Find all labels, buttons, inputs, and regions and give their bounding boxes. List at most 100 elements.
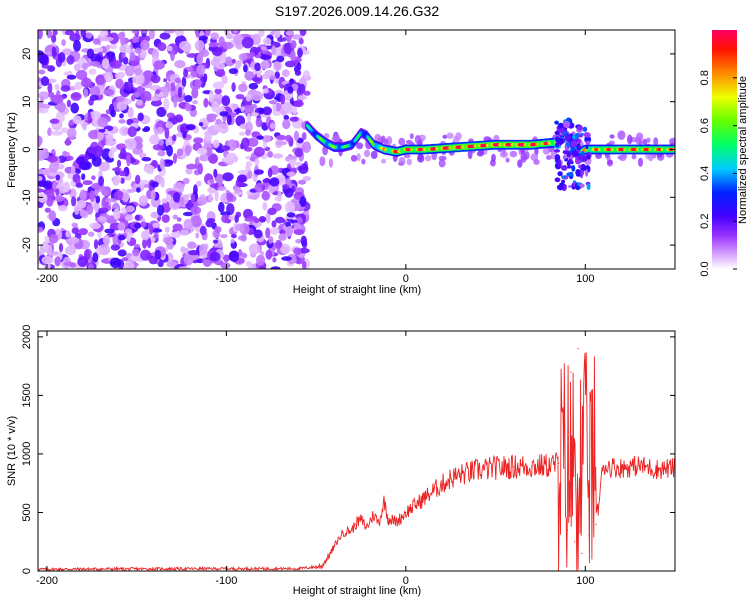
noise-blob	[261, 190, 270, 201]
noise-blob	[152, 144, 165, 151]
ridge-halo-blob	[631, 154, 637, 160]
noise-blob	[179, 40, 191, 51]
noise-blob	[195, 180, 202, 187]
noise-blob	[150, 228, 163, 233]
y-tick-label: 20	[21, 48, 33, 60]
noise-blob	[241, 137, 250, 149]
ridge-halo-blob	[517, 159, 523, 168]
noise-blob	[259, 251, 265, 256]
turbulence-blob	[562, 150, 569, 155]
noise-blob	[254, 62, 261, 72]
noise-blob	[194, 79, 202, 87]
noise-blob	[254, 158, 260, 167]
x-tick-label: -200	[36, 273, 58, 285]
noise-blob	[97, 116, 109, 128]
ridge-halo-blob	[332, 134, 341, 143]
noise-blob	[186, 168, 193, 175]
noise-blob	[163, 30, 176, 34]
noise-blob	[38, 181, 50, 188]
noise-blob	[290, 40, 297, 49]
noise-blob	[230, 238, 235, 244]
noise-blob	[127, 107, 134, 119]
noise-blob	[274, 71, 280, 79]
snr-data-point	[595, 523, 597, 525]
noise-blob	[228, 68, 238, 75]
noise-blob	[214, 88, 222, 95]
noise-blob	[265, 227, 271, 239]
noise-blob	[66, 74, 77, 80]
snr-series-line	[38, 352, 675, 571]
snr-data-point	[383, 500, 385, 502]
noise-blob	[67, 236, 80, 244]
noise-blob	[126, 188, 136, 193]
noise-blob	[226, 114, 232, 126]
noise-blob	[160, 176, 165, 188]
ridge-halo-blob	[542, 147, 551, 155]
noise-blob	[141, 230, 150, 241]
noise-blob	[213, 123, 220, 131]
noise-blob	[284, 60, 296, 68]
noise-blob	[137, 73, 145, 85]
noise-blob	[88, 231, 95, 237]
noise-blob	[253, 217, 260, 224]
noise-blob	[212, 139, 220, 148]
noise-blob	[146, 237, 152, 249]
noise-blob	[64, 30, 75, 36]
noise-blob	[89, 190, 96, 202]
spectrogram-noise-layer	[38, 30, 675, 269]
noise-blob	[173, 192, 181, 203]
noise-blob	[289, 116, 299, 122]
colorbar: 0.0 0.2 0.4 0.6 0.8 Normalized spectral ampl…	[699, 30, 749, 277]
ridge-halo-blob	[533, 159, 540, 165]
noise-blob	[98, 176, 105, 186]
turbulence-blob	[576, 143, 581, 151]
noise-blob	[93, 145, 103, 158]
noise-blob	[71, 227, 80, 235]
noise-blob	[170, 231, 181, 239]
noise-blob	[109, 43, 118, 50]
noise-blob	[157, 42, 167, 52]
noise-blob	[251, 77, 261, 82]
noise-blob	[124, 139, 131, 144]
noise-blob	[139, 179, 149, 186]
ridge-halo-blob	[398, 157, 406, 166]
noise-blob	[196, 53, 204, 65]
y-tick-label: 2000	[21, 325, 33, 349]
noise-blob	[287, 86, 294, 94]
noise-blob	[280, 243, 291, 255]
noise-blob	[46, 197, 54, 207]
turbulence-blob	[580, 150, 585, 157]
ridge-halo-blob	[546, 155, 552, 160]
noise-blob	[118, 170, 127, 177]
noise-blob	[74, 81, 83, 90]
noise-blob	[274, 61, 281, 71]
noise-blob	[49, 118, 60, 124]
turbulence-blob	[583, 133, 589, 137]
noise-blob	[150, 189, 156, 201]
noise-blob	[123, 56, 129, 65]
noise-blob	[154, 249, 162, 260]
turbulence-blob	[585, 140, 591, 145]
noise-blob	[220, 145, 231, 152]
noise-blob	[149, 134, 160, 145]
noise-blob	[281, 69, 290, 77]
noise-blob	[209, 251, 221, 262]
noise-blob	[109, 257, 122, 269]
noise-blob	[179, 196, 185, 206]
snr-data-point	[459, 474, 461, 476]
noise-blob	[172, 134, 177, 142]
noise-blob	[275, 239, 283, 249]
noise-blob	[218, 201, 225, 213]
noise-blob	[131, 30, 139, 34]
noise-blob	[71, 222, 78, 228]
y-tick-label: 10	[21, 96, 33, 108]
turbulence-blob	[571, 165, 576, 172]
noise-blob	[193, 137, 204, 144]
turbulence-blob	[566, 172, 574, 177]
noise-blob	[184, 103, 192, 112]
noise-blob	[216, 69, 226, 78]
noise-blob	[56, 101, 66, 113]
noise-blob	[183, 218, 193, 230]
noise-blob	[214, 189, 219, 202]
snr-data-point	[396, 521, 398, 523]
